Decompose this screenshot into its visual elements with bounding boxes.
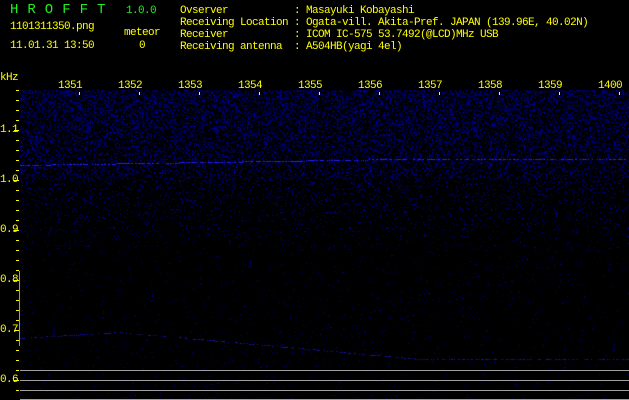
x-tick-label: 1351 — [58, 80, 83, 92]
x-tick-label: 1353 — [178, 80, 203, 92]
filename: 1101311350.png — [10, 21, 95, 33]
y-tick — [16, 120, 19, 121]
info-value: ICOM IC-575 53.7492(@LCD)MHz USB — [306, 29, 499, 41]
y-tick — [16, 360, 19, 361]
y-tick — [16, 210, 19, 211]
y-tick — [16, 250, 19, 251]
x-tick-label: 1355 — [298, 80, 323, 92]
y-tick-label: 1.0 — [0, 174, 19, 186]
x-tick — [619, 92, 620, 95]
spectrogram-image — [20, 90, 629, 400]
y-tick — [16, 200, 19, 201]
y-tick — [16, 340, 19, 341]
y-tick — [16, 320, 19, 321]
reference-line — [20, 380, 629, 381]
info-label: Receiving antenna — [180, 41, 283, 53]
y-tick — [16, 310, 19, 311]
y-tick — [16, 290, 19, 291]
x-tick — [379, 92, 380, 95]
y-tick — [16, 90, 19, 91]
y-tick — [16, 270, 19, 271]
x-tick — [559, 92, 560, 95]
x-tick — [139, 92, 140, 95]
meteor-count: 0 — [139, 40, 146, 52]
x-tick-label: 1400 — [598, 80, 623, 92]
x-tick — [439, 92, 440, 95]
x-tick-label: 1359 — [538, 80, 563, 92]
app-version: 1.0.0 — [126, 5, 157, 17]
x-tick — [199, 92, 200, 95]
x-tick-label: 1357 — [418, 80, 443, 92]
reference-line — [20, 370, 629, 371]
y-tick — [16, 260, 19, 261]
y-tick-label: 0.6 — [0, 374, 19, 386]
info-value: A504HB(yagi 4el) — [306, 41, 403, 53]
reference-line — [20, 390, 629, 391]
info-label: Ovserver — [180, 5, 229, 17]
x-tick — [259, 92, 260, 95]
y-tick-label: 1.1 — [0, 124, 19, 136]
meteor-label: meteor — [124, 27, 161, 39]
y-tick-label: 0.7 — [0, 324, 19, 336]
y-tick — [16, 110, 19, 111]
y-tick — [14, 130, 19, 131]
x-tick — [319, 92, 320, 95]
y-tick-label: 0.9 — [0, 224, 19, 236]
y-tick — [14, 180, 19, 181]
y-tick — [16, 350, 19, 351]
y-unit-label: kHz — [0, 72, 19, 84]
y-tick — [16, 170, 19, 171]
y-tick — [16, 190, 19, 191]
info-value: Masayuki Kobayashi — [306, 5, 415, 17]
y-tick — [16, 300, 19, 301]
datetime: 11.01.31 13:50 — [10, 40, 95, 52]
y-tick — [14, 380, 19, 381]
app-title: HROFFT — [10, 2, 115, 18]
y-tick-label: 0.8 — [0, 274, 19, 286]
y-tick — [16, 150, 19, 151]
x-tick-label: 1358 — [478, 80, 503, 92]
y-tick — [14, 230, 19, 231]
y-tick — [16, 390, 19, 391]
info-label: Receiver — [180, 29, 229, 41]
marker-line — [19, 271, 20, 346]
info-value: Ogata-vill. Akita-Pref. JAPAN (139.96E, … — [306, 17, 589, 29]
y-tick — [14, 330, 19, 331]
y-tick — [16, 160, 19, 161]
info-label: Receiving Location — [180, 17, 289, 29]
x-tick-label: 1352 — [118, 80, 143, 92]
x-tick-label: 1356 — [358, 80, 383, 92]
y-tick — [16, 220, 19, 221]
y-tick — [16, 140, 19, 141]
x-tick — [499, 92, 500, 95]
y-tick — [16, 100, 19, 101]
y-tick — [16, 370, 19, 371]
y-tick — [14, 280, 19, 281]
x-tick-label: 1354 — [238, 80, 263, 92]
x-tick — [79, 92, 80, 95]
y-tick — [16, 240, 19, 241]
